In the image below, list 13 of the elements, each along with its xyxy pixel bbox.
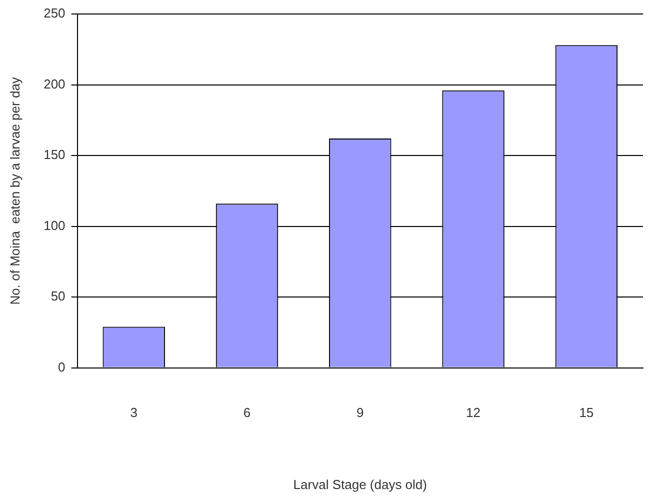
- y-tick-label: 150: [44, 147, 66, 162]
- x-tick-label: 3: [130, 405, 138, 420]
- y-tick-label: 50: [50, 288, 66, 304]
- y-tick-label: 0: [58, 359, 66, 374]
- x-tick-label: 12: [466, 405, 481, 420]
- x-tick-label: 6: [243, 405, 251, 420]
- y-tick-label: 200: [44, 76, 66, 92]
- x-axis-title: Larval Stage (days old): [293, 476, 427, 492]
- x-tick-label: 9: [356, 405, 364, 420]
- y-tick-label: 250: [44, 6, 66, 21]
- x-tick-label: 15: [579, 405, 594, 420]
- y-tick-label: 100: [44, 218, 66, 233]
- y-axis-title: No. of Moina eaten by a larvae per day: [7, 76, 22, 305]
